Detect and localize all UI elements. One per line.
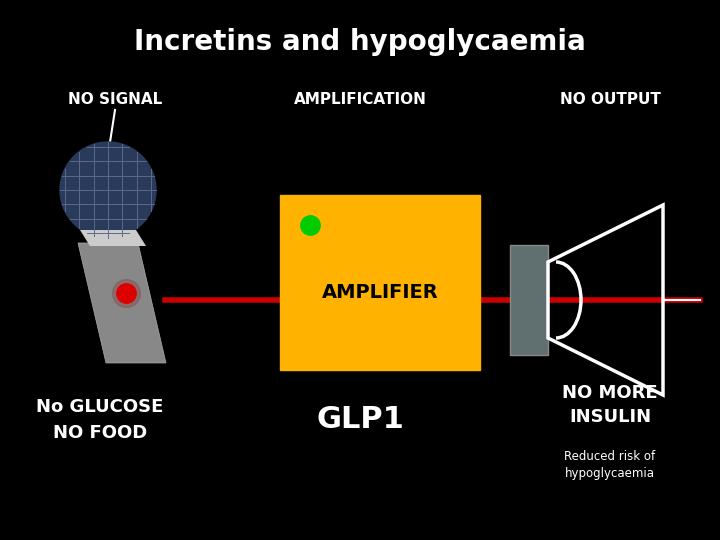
Text: NO SIGNAL: NO SIGNAL [68,92,162,107]
Text: NO OUTPUT: NO OUTPUT [559,92,660,107]
Text: Reduced risk of
hypoglycaemia: Reduced risk of hypoglycaemia [564,450,656,480]
Text: NO MORE
INSULIN: NO MORE INSULIN [562,383,658,427]
Text: Incretins and hypoglycaemia: Incretins and hypoglycaemia [134,28,586,56]
Text: No GLUCOSE
NO FOOD: No GLUCOSE NO FOOD [36,399,163,442]
Polygon shape [80,230,146,246]
Text: AMPLIFICATION: AMPLIFICATION [294,92,426,107]
Polygon shape [78,243,166,363]
Circle shape [60,142,156,238]
Text: AMPLIFIER: AMPLIFIER [322,283,438,302]
Bar [510,245,548,355]
Text: GLP1: GLP1 [316,406,404,435]
Bar [280,195,480,370]
